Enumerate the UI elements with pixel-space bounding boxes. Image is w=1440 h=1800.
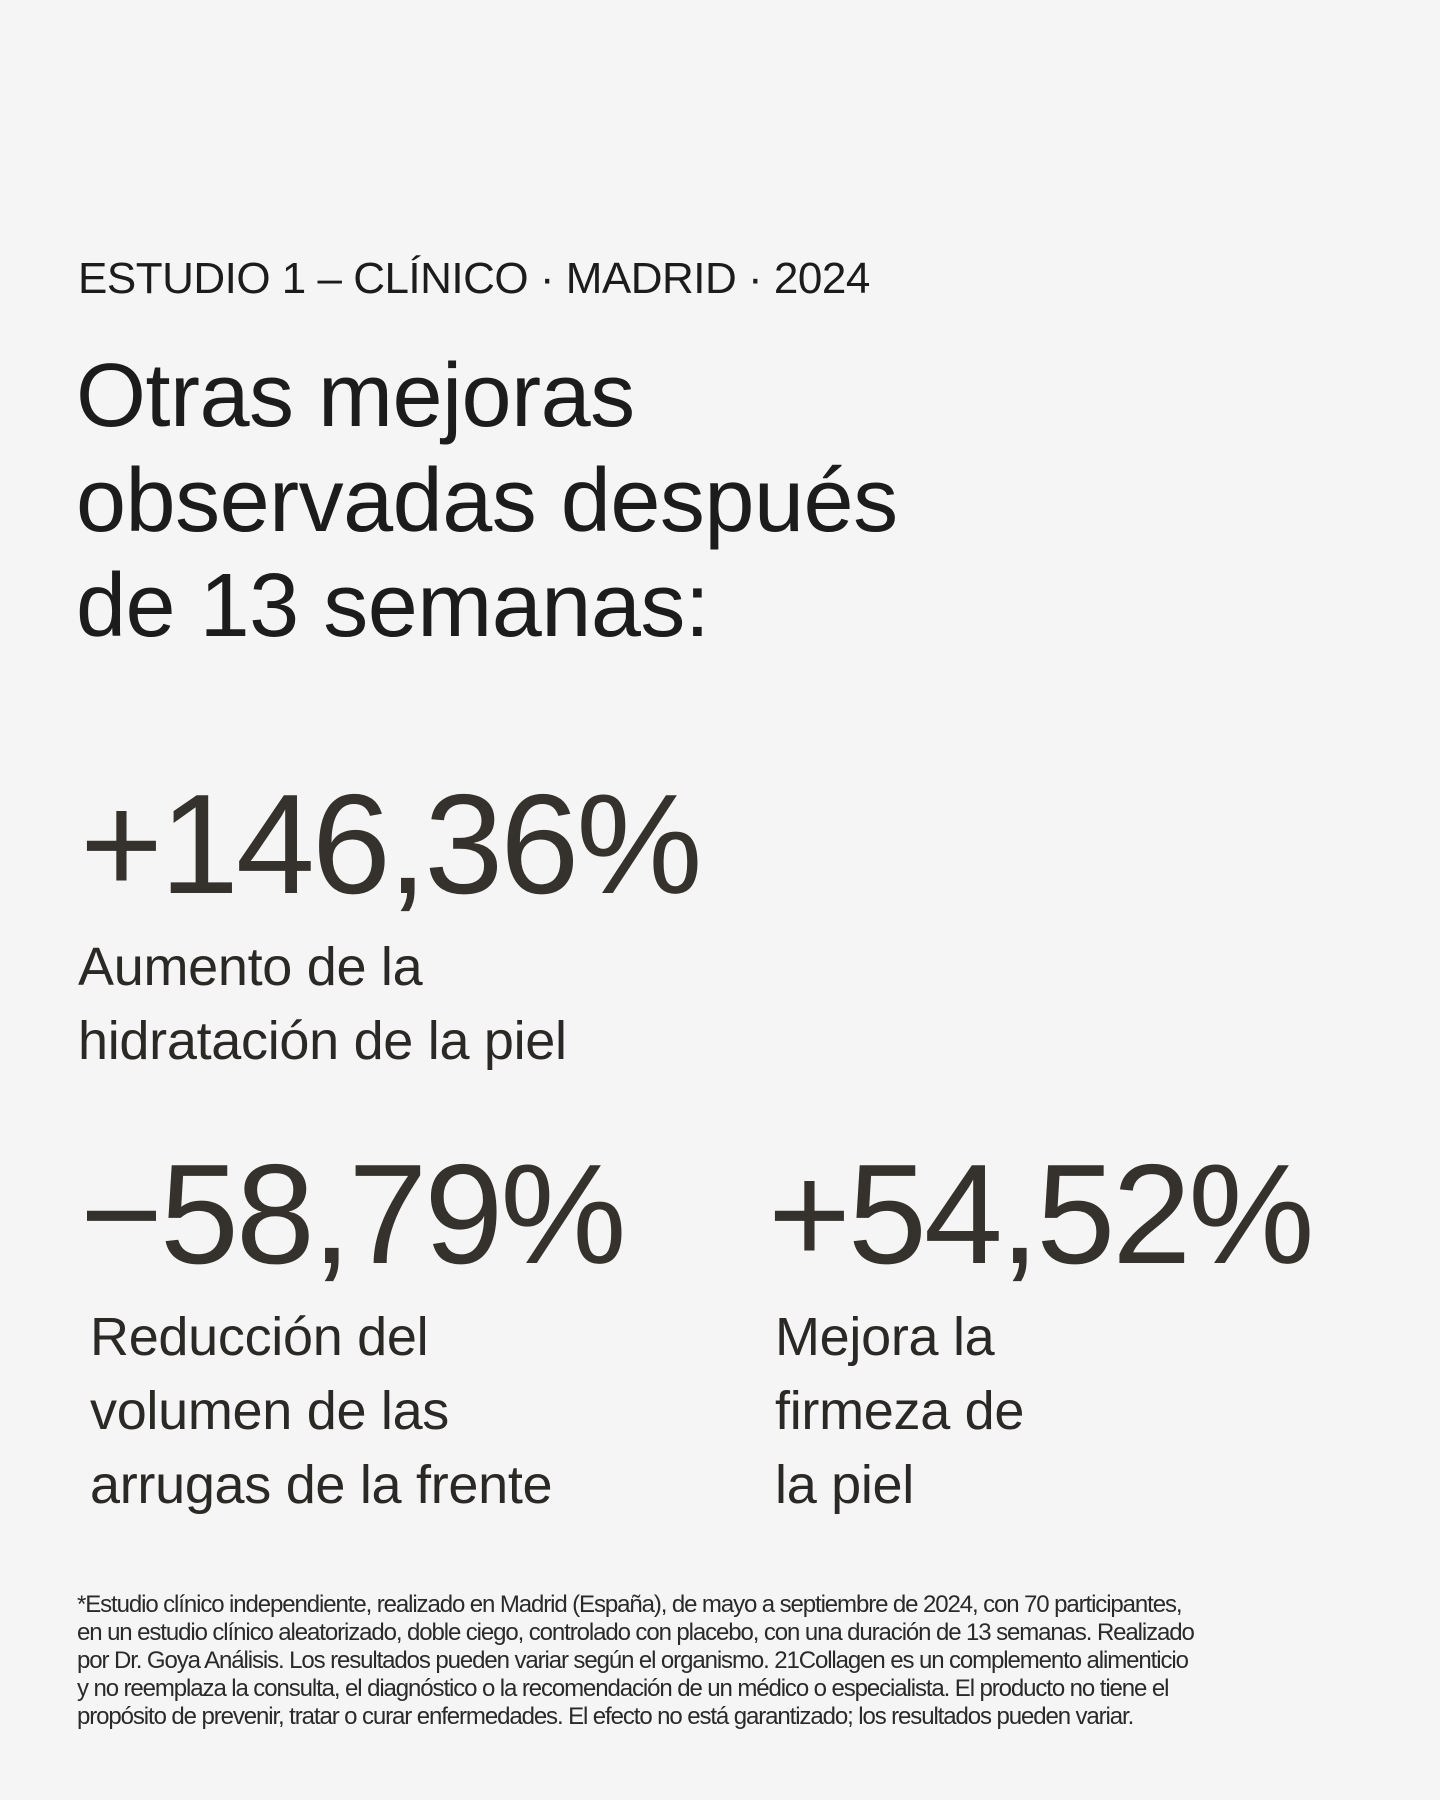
label-line: Aumento de la	[78, 937, 423, 997]
title-line: Otras mejoras	[76, 346, 635, 446]
label-line: hidratación de la piel	[78, 1011, 567, 1071]
footnote-line: *Estudio clínico independiente, realizad…	[77, 1591, 1183, 1618]
page-title: Otras mejoras observadas después de 13 s…	[76, 344, 898, 659]
label-line: Reducción del	[90, 1307, 429, 1367]
stat-firmness-label: Mejora la firmeza de la piel	[775, 1300, 1024, 1522]
stat-wrinkles-value: −58,79%	[80, 1135, 627, 1294]
footnote-line: en un estudio clínico aleatorizado, dobl…	[77, 1619, 1195, 1646]
study-eyebrow: ESTUDIO 1 – CLÍNICO · MADRID · 2024	[78, 254, 870, 303]
label-line: la piel	[775, 1455, 914, 1515]
stat-hydration-label: Aumento de la hidratación de la piel	[78, 930, 567, 1078]
label-line: firmeza de	[775, 1381, 1025, 1441]
disclaimer-footnote: *Estudio clínico independiente, realizad…	[77, 1591, 1195, 1731]
footnote-line: propósito de prevenir, tratar o curar en…	[77, 1703, 1134, 1730]
stat-hydration-value: +146,36%	[80, 765, 703, 924]
stat-firmness-value: +54,52%	[768, 1135, 1315, 1294]
label-line: volumen de las	[90, 1381, 450, 1441]
footnote-line: por Dr. Goya Análisis. Los resultados pu…	[77, 1647, 1189, 1674]
footnote-line: y no reemplaza la consulta, el diagnósti…	[77, 1675, 1169, 1702]
stat-wrinkles-label: Reducción del volumen de las arrugas de …	[90, 1300, 553, 1522]
label-line: arrugas de la frente	[90, 1455, 553, 1515]
label-line: Mejora la	[775, 1307, 995, 1367]
title-line: observadas después	[76, 451, 898, 551]
title-line: de 13 semanas:	[76, 556, 710, 656]
